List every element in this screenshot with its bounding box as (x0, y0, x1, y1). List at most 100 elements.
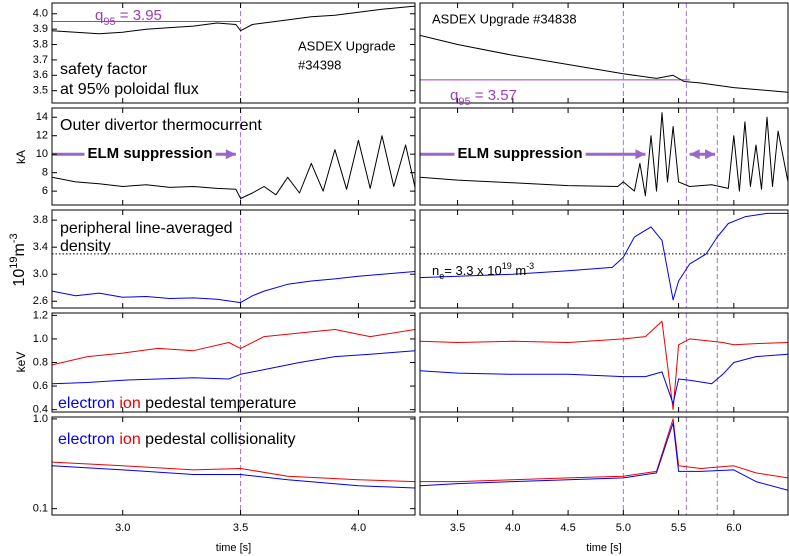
y-tick-label: 12 (36, 130, 48, 142)
trace (420, 353, 788, 405)
y-tick-label: 14 (36, 111, 48, 123)
trace (420, 212, 788, 301)
annotation: electron ion pedestal temperature (58, 395, 296, 412)
label-part: 19 (502, 261, 512, 271)
annotation: peripheral line-averaged (60, 220, 233, 237)
label-part: = 3.95 (116, 7, 162, 24)
y-tick-label: 3.4 (33, 241, 48, 253)
label-part: = 3.3 x 10 (444, 263, 501, 278)
label-part: q (95, 7, 103, 24)
label-part: pedestal collisionality (141, 431, 296, 448)
label-part: 95 (458, 96, 470, 108)
label-part: e (439, 271, 444, 281)
annotation: q95 = 3.57 (450, 87, 517, 108)
y-tick-label: 3.0 (33, 268, 48, 280)
x-axis-label: time [s] (586, 542, 621, 554)
arrow-head (635, 149, 646, 160)
trace (420, 422, 788, 491)
x-tick-label: 4.5 (560, 522, 575, 534)
annotation: safety factor (60, 61, 148, 78)
panel-frame (51, 2, 416, 104)
y-tick-label: 10 (36, 148, 48, 160)
x-tick-label: 4.0 (351, 522, 366, 534)
label-part: electron (58, 395, 115, 412)
label-part: ion (115, 395, 141, 412)
label-part: -3 (526, 261, 534, 271)
label-part: = 3.57 (471, 87, 517, 104)
panel-frame (419, 209, 789, 309)
label-part: n (432, 263, 439, 278)
trace (52, 465, 415, 489)
trace (420, 112, 788, 197)
y-tick-label: 3.7 (33, 54, 48, 66)
label-part: -3 (8, 233, 20, 243)
annotation: electron ion pedestal collisionality (58, 431, 295, 448)
annotation: ne= 3.3 x 1019 m-3 (432, 261, 534, 281)
arrow (689, 149, 716, 160)
y-tick-label: 3.5 (33, 85, 48, 97)
annotation: density (60, 238, 111, 255)
x-tick-label: 5.5 (671, 522, 686, 534)
y-tick-label: 0.1 (33, 503, 48, 515)
y-tick-label: 1.0 (33, 413, 48, 425)
annotation: ELM suppression (457, 145, 582, 162)
arrow-head (705, 149, 716, 160)
x-tick-label: 3.0 (115, 522, 130, 534)
label-part: 10 (11, 269, 28, 287)
annotation: q95 = 3.95 (95, 7, 162, 28)
trace (420, 34, 788, 93)
x-axis-label: time [s] (216, 542, 251, 554)
trace (52, 271, 415, 304)
label-part: 95 (103, 16, 115, 28)
annotation: Outer divertor thermocurrent (60, 117, 262, 134)
label-part: pedestal temperature (141, 395, 297, 412)
y-tick-label: 3.6 (33, 69, 48, 81)
y-tick-label: 3.8 (33, 214, 48, 226)
x-tick-label: 5.0 (616, 522, 631, 534)
arrow (52, 149, 236, 160)
label-part: ion (115, 431, 141, 448)
trace (420, 320, 788, 411)
panel-frame (419, 2, 789, 104)
label-part: q (450, 87, 458, 104)
panel-frame (419, 416, 789, 516)
y-axis-label: kA (14, 150, 28, 164)
y-axis-label: keV (14, 352, 28, 373)
y-tick-label: 6 (42, 185, 48, 197)
label-part: 19 (8, 257, 20, 269)
annotation: at 95% poloidal flux (60, 81, 199, 98)
y-tick-label: 3.8 (33, 38, 48, 50)
y-tick-label: 1.2 (33, 309, 48, 321)
x-tick-label: 3.5 (450, 522, 465, 534)
y-tick-label: 3.9 (33, 23, 48, 35)
label-part: m (512, 263, 526, 278)
y-tick-label: 0.6 (33, 380, 48, 392)
panel-frame (419, 312, 789, 413)
y-tick-label: 0.4 (33, 404, 48, 416)
x-tick-label: 3.5 (233, 522, 248, 534)
panel-frame (51, 107, 416, 206)
annotation: ASDEX Upgrade #34838 (432, 11, 577, 26)
annotation: ELM suppression (87, 145, 212, 162)
label-part: m (11, 243, 28, 256)
y-tick-label: 2.6 (33, 295, 48, 307)
x-tick-label: 6.0 (726, 522, 741, 534)
trace (420, 418, 788, 483)
trace (52, 350, 415, 385)
label-part: electron (58, 431, 115, 448)
y-tick-label: 8 (42, 167, 48, 179)
trace (52, 329, 415, 366)
y-axis-label: 1019m-3 (8, 233, 28, 286)
y-tick-label: 0.8 (33, 356, 48, 368)
arrow-head (225, 149, 236, 160)
arrow-head (689, 149, 700, 160)
y-tick-label: 1.0 (33, 333, 48, 345)
arrow (420, 149, 646, 160)
trace (52, 461, 415, 483)
annotation: #34398 (298, 57, 341, 72)
y-tick-label: 4.0 (33, 8, 48, 20)
trace (52, 135, 415, 199)
panel-frame (51, 209, 416, 309)
x-tick-label: 4.0 (505, 522, 520, 534)
